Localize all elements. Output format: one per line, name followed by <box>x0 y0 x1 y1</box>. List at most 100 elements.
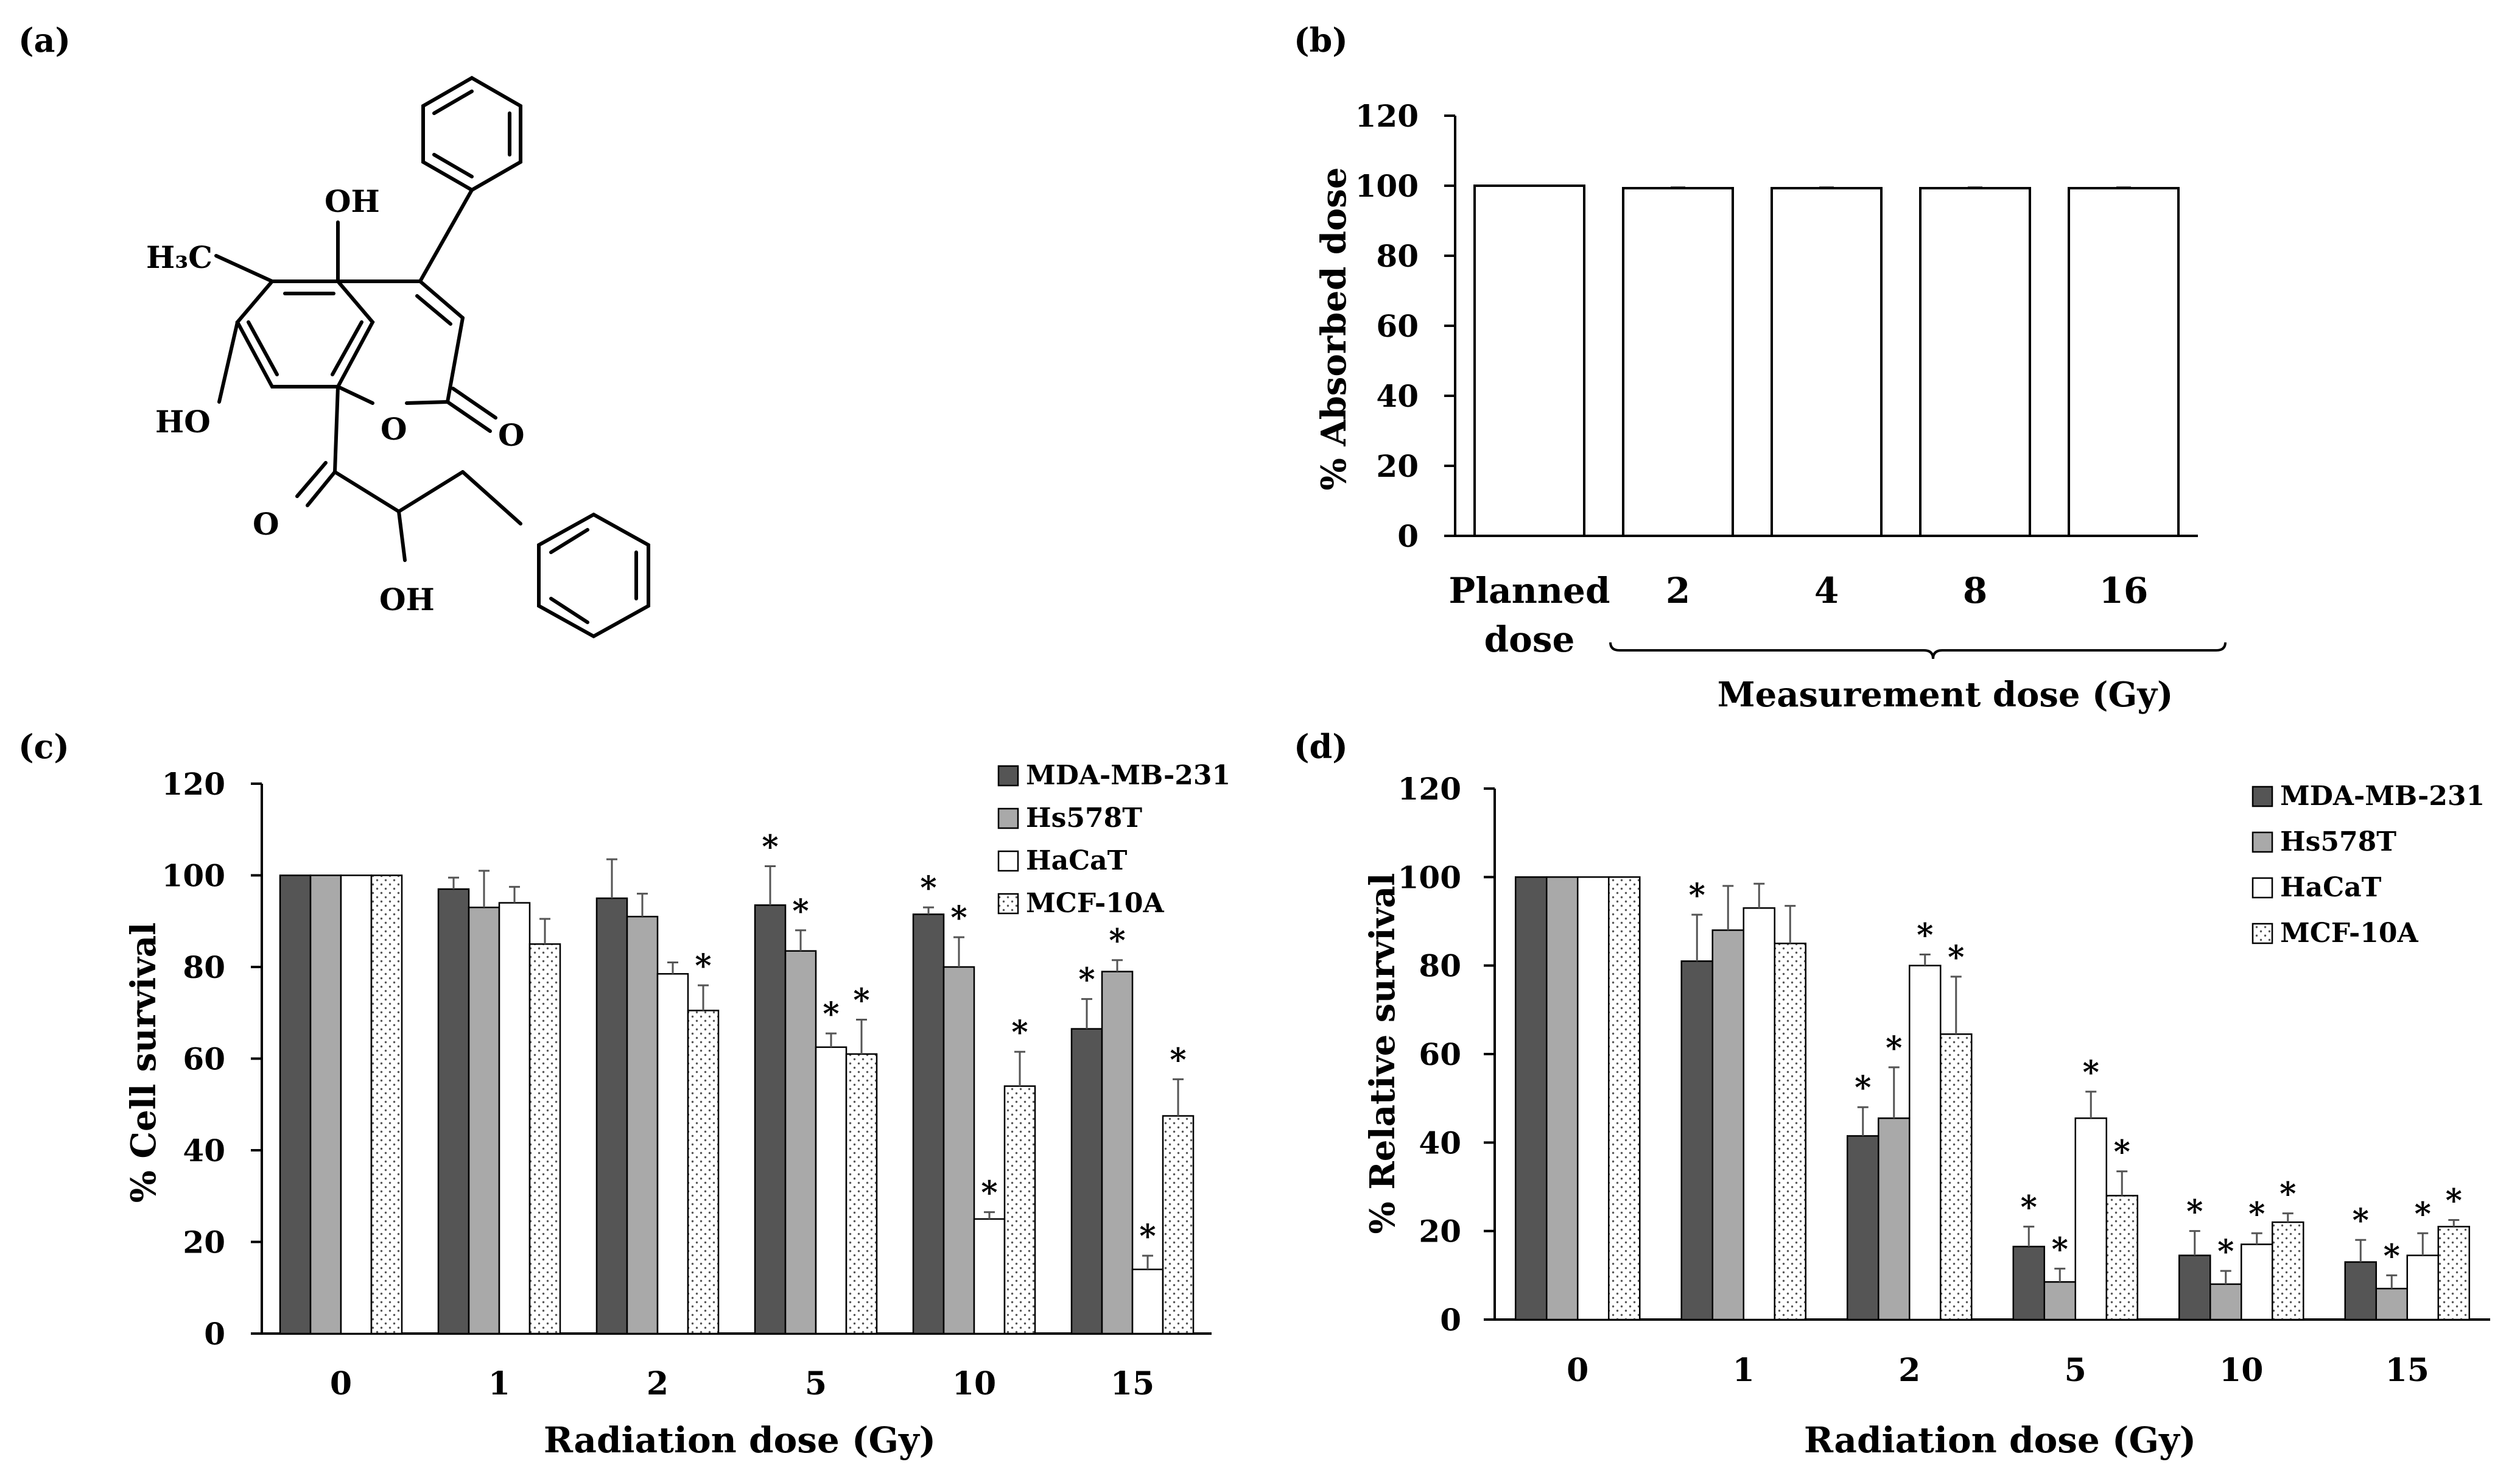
legend-swatch <box>997 765 1019 787</box>
bar <box>1847 1135 1879 1321</box>
significance-mark: * <box>1948 939 1964 976</box>
significance-mark: * <box>2083 1054 2099 1091</box>
significance-mark: * <box>2021 1189 2037 1226</box>
significance-mark: * <box>2446 1183 2462 1220</box>
x-tick-label: dose <box>1484 619 1575 660</box>
bar <box>340 874 373 1335</box>
y-axis-label-c: % Cell survival <box>124 923 164 1203</box>
ketone-o-label: O <box>253 506 279 542</box>
significance-mark: * <box>1170 1041 1186 1078</box>
bar <box>595 897 628 1335</box>
y-tick-label: 40 <box>1419 1125 1461 1161</box>
x-tick-label: 2 <box>647 1365 669 1402</box>
bar <box>1774 943 1806 1321</box>
significance-mark: * <box>2052 1231 2068 1268</box>
y-tick-label: 0 <box>1397 518 1419 554</box>
x-tick-label: 2 <box>1898 1352 1920 1389</box>
panel-label-c: (c) <box>18 727 69 766</box>
bar <box>1162 1115 1195 1335</box>
y-tick-label: 100 <box>1355 168 1419 204</box>
y-tick-label: 20 <box>1419 1214 1461 1250</box>
bar <box>2178 1254 2211 1321</box>
bar <box>1919 187 2031 537</box>
bar <box>1680 960 1713 1321</box>
x-tick-label: 16 <box>2099 570 2149 611</box>
legend-swatch <box>997 850 1019 872</box>
legend-swatch <box>997 893 1019 915</box>
bar <box>2344 1261 2377 1321</box>
significance-mark: * <box>2280 1176 2296 1213</box>
bars-c: * * * * * * * * * * * * * <box>279 828 1195 1335</box>
legend-swatch <box>997 807 1019 829</box>
bar <box>498 902 531 1335</box>
x-tick-label: Planned <box>1448 570 1610 611</box>
y-tick-label: 0 <box>1440 1302 1461 1338</box>
significance-mark: * <box>2217 1233 2234 1270</box>
chart-b: (b) % Absorbed dose 0 20 40 60 80 100 120 Plan… <box>1294 21 2227 715</box>
legend-label: MDA-MB-231 <box>1026 760 1230 791</box>
panel-label-b: (b) <box>1294 21 1348 60</box>
bar <box>656 973 689 1335</box>
legend-swatch <box>2252 877 2273 899</box>
y-tick-label: 80 <box>1419 948 1461 984</box>
h3c-label: H₃C <box>146 239 212 275</box>
y-ticks-b: 0 20 40 60 80 100 120 <box>1355 98 2198 554</box>
bar <box>2043 1281 2076 1321</box>
significance-mark: * <box>981 1175 997 1212</box>
legend-c: MDA-MB-231 Hs578T HaCaT MCF-10A <box>997 760 1230 919</box>
y-ticks-c: 0 20 40 60 80 100 120 <box>162 766 1212 1352</box>
bars-b <box>1473 185 2180 537</box>
significance-mark: * <box>1689 877 1705 914</box>
significance-mark: * <box>2186 1194 2203 1231</box>
legend-d: MDA-MB-231 Hs578T HaCaT MCF-10A <box>2252 781 2485 949</box>
bar <box>370 874 403 1335</box>
legend-label: HaCaT <box>1026 845 1128 876</box>
y-tick-label: 0 <box>204 1316 225 1352</box>
y-axis-label-b: % Absorbed dose <box>1314 167 1354 491</box>
bar <box>2068 187 2180 537</box>
bar <box>1131 1268 1164 1335</box>
bar <box>845 1053 878 1335</box>
significance-mark: * <box>1109 923 1125 960</box>
bar <box>1771 187 1883 537</box>
ho-label: HO <box>155 404 211 440</box>
bar <box>2209 1283 2242 1321</box>
bar <box>784 950 817 1335</box>
bar <box>1878 1117 1911 1321</box>
x-tick-label: 0 <box>330 1365 352 1402</box>
y-tick-label: 60 <box>1419 1036 1461 1072</box>
bar <box>2437 1226 2470 1321</box>
significance-mark: * <box>792 893 809 930</box>
bar <box>2105 1195 2138 1321</box>
y-tick-label: 100 <box>1398 859 1461 895</box>
bar <box>1546 876 1579 1321</box>
legend-swatch <box>2252 923 2273 944</box>
legend-label: MDA-MB-231 <box>2280 781 2485 812</box>
x-axis-label-d: Radiation dose (Gy) <box>1804 1419 2196 1461</box>
y-tick-label: 80 <box>1376 238 1419 274</box>
bar <box>1473 185 1585 537</box>
bar <box>1070 1028 1103 1335</box>
x-tick-label: 10 <box>2219 1352 2263 1389</box>
y-tick-label: 60 <box>183 1041 225 1077</box>
y-tick-label: 40 <box>183 1133 225 1169</box>
bar <box>1003 1085 1036 1335</box>
structure-bonds <box>214 76 650 639</box>
bar <box>754 904 787 1335</box>
bar <box>437 888 470 1335</box>
x-axis-label-c: Radiation dose (Gy) <box>544 1419 936 1461</box>
significance-mark: * <box>1078 961 1095 999</box>
bar <box>942 966 975 1335</box>
significance-mark: * <box>2353 1202 2369 1239</box>
ring-o-label: O <box>381 411 407 447</box>
significance-mark: * <box>1139 1218 1156 1255</box>
y-tick-label: 20 <box>183 1225 225 1260</box>
y-tick-label: 80 <box>183 949 225 985</box>
y-tick-label: 20 <box>1376 448 1419 484</box>
bar <box>2074 1117 2107 1321</box>
bracket-label-b: Measurement dose (Gy) <box>1718 675 2174 715</box>
bar <box>1101 971 1134 1335</box>
bar <box>309 874 342 1335</box>
lactone-o-label: O <box>498 417 525 453</box>
